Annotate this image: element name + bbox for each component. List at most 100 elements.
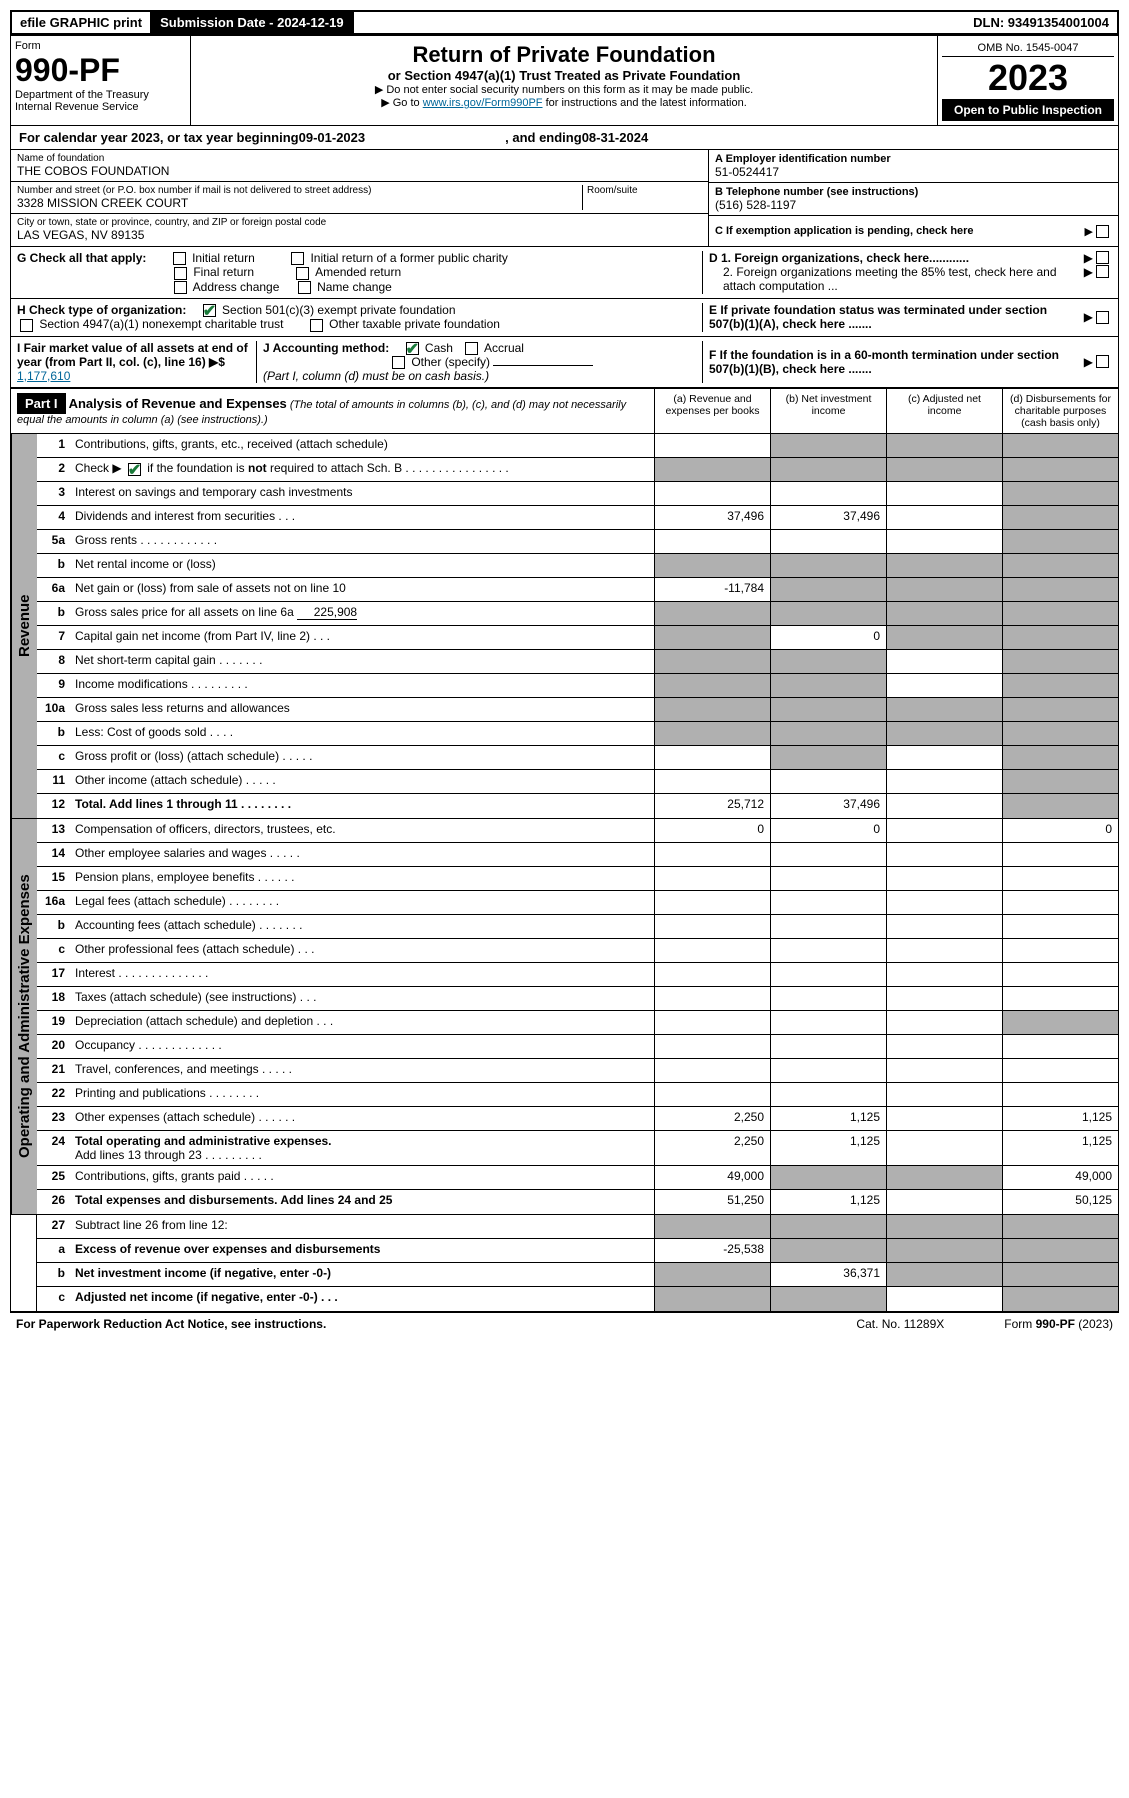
fmv-link[interactable]: 1,177,610 — [17, 369, 70, 383]
tax-year: 2023 — [942, 57, 1114, 99]
col-c-header: (c) Adjusted net income — [886, 389, 1002, 433]
line-11: Other income (attach schedule) . . . . . — [71, 770, 654, 793]
line-7: Capital gain net income (from Part IV, l… — [71, 626, 654, 649]
instr-1: ▶ Do not enter social security numbers o… — [197, 83, 931, 96]
col-d-header: (d) Disbursements for charitable purpose… — [1002, 389, 1118, 433]
g-opt-5: Name change — [317, 280, 392, 294]
form-title: Return of Private Foundation — [197, 42, 931, 68]
l24-d: 1,125 — [1002, 1131, 1118, 1165]
i-label: I Fair market value of all assets at end… — [17, 341, 248, 369]
j-other[interactable] — [392, 356, 405, 369]
revenue-section: Revenue 1Contributions, gifts, grants, e… — [10, 434, 1119, 819]
expenses-label: Operating and Administrative Expenses — [11, 819, 37, 1214]
h-opt2: Section 4947(a)(1) nonexempt charitable … — [39, 317, 283, 331]
tel-value: (516) 528-1197 — [715, 198, 1112, 212]
l23-a: 2,250 — [654, 1107, 770, 1130]
line-12: Total. Add lines 1 through 11 . . . . . … — [71, 794, 654, 818]
submission-date: Submission Date - 2024-12-19 — [152, 12, 354, 33]
ein-value: 51-0524417 — [715, 165, 1112, 179]
arrow-icon: ▶ — [1084, 355, 1093, 369]
footer-left: For Paperwork Reduction Act Notice, see … — [16, 1317, 326, 1331]
instr-2: ▶ Go to www.irs.gov/Form990PF for instru… — [197, 96, 931, 109]
line-15: Pension plans, employee benefits . . . .… — [71, 867, 654, 890]
line-6a: Net gain or (loss) from sale of assets n… — [71, 578, 654, 601]
form-footer: For Paperwork Reduction Act Notice, see … — [10, 1312, 1119, 1335]
line-8: Net short-term capital gain . . . . . . … — [71, 650, 654, 673]
arrow-icon: ▶ — [1084, 251, 1093, 265]
g-opt-2: Address change — [193, 280, 280, 294]
form990pf-link[interactable]: www.irs.gov/Form990PF — [423, 97, 543, 109]
h-501c3[interactable] — [203, 304, 216, 317]
l26-a: 51,250 — [654, 1190, 770, 1214]
g-opt-3: Initial return of a former public charit… — [310, 251, 507, 265]
calyear-pre: For calendar year 2023, or tax year begi… — [19, 130, 299, 145]
j-opt-cash: Cash — [425, 341, 453, 355]
dln: DLN: 93491354001004 — [965, 12, 1117, 33]
part1-label: Part I — [17, 393, 66, 414]
line-18: Taxes (attach schedule) (see instruction… — [71, 987, 654, 1010]
h-opt1: Section 501(c)(3) exempt private foundat… — [222, 303, 455, 317]
j-cash[interactable] — [406, 342, 419, 355]
efile-label: efile GRAPHIC print — [12, 12, 152, 33]
g-name-change[interactable] — [298, 281, 311, 294]
l6b-val: 225,908 — [297, 605, 357, 620]
f-label: F If the foundation is in a 60-month ter… — [709, 348, 1084, 376]
line-17: Interest . . . . . . . . . . . . . . — [71, 963, 654, 986]
g-opt-0: Initial return — [192, 251, 255, 265]
g-address-change[interactable] — [174, 281, 187, 294]
l27b-b: 36,371 — [770, 1263, 886, 1286]
line-5a: Gross rents . . . . . . . . . . . . — [71, 530, 654, 553]
line-9: Income modifications . . . . . . . . . — [71, 674, 654, 697]
open-to-public: Open to Public Inspection — [942, 99, 1114, 121]
l25-d: 49,000 — [1002, 1166, 1118, 1189]
l25-a: 49,000 — [654, 1166, 770, 1189]
l26-d: 50,125 — [1002, 1190, 1118, 1214]
l13-a: 0 — [654, 819, 770, 842]
line-23: Other expenses (attach schedule) . . . .… — [71, 1107, 654, 1130]
col-a-header: (a) Revenue and expenses per books — [654, 389, 770, 433]
l13-d: 0 — [1002, 819, 1118, 842]
d2-label: 2. Foreign organizations meeting the 85%… — [709, 265, 1084, 293]
g-final-return[interactable] — [174, 267, 187, 280]
line-3: Interest on savings and temporary cash i… — [71, 482, 654, 505]
h-other-taxable[interactable] — [310, 319, 323, 332]
e-checkbox[interactable] — [1096, 311, 1109, 324]
g-amended[interactable] — [296, 267, 309, 280]
form-header: Form 990-PF Department of the Treasury I… — [10, 35, 1119, 126]
foundation-address: 3328 MISSION CREEK COURT — [17, 196, 582, 210]
section-ij-f: I Fair market value of all assets at end… — [10, 337, 1119, 389]
f-checkbox[interactable] — [1096, 355, 1109, 368]
line-27a: Excess of revenue over expenses and disb… — [71, 1239, 654, 1262]
tax-year-begin: 09-01-2023 — [299, 130, 366, 145]
ein-label: A Employer identification number — [715, 153, 1112, 165]
form-label: Form — [15, 40, 186, 52]
l24-a: 2,250 — [654, 1131, 770, 1165]
d1-checkbox[interactable] — [1096, 251, 1109, 264]
city-label: City or town, state or province, country… — [17, 217, 702, 228]
line-16a: Legal fees (attach schedule) . . . . . .… — [71, 891, 654, 914]
line27-section: 27Subtract line 26 from line 12: aExcess… — [10, 1215, 1119, 1312]
revenue-label: Revenue — [11, 434, 37, 818]
col-b-header: (b) Net investment income — [770, 389, 886, 433]
l6a-a: -11,784 — [654, 578, 770, 601]
g-initial-former[interactable] — [291, 252, 304, 265]
line-16c: Other professional fees (attach schedule… — [71, 939, 654, 962]
part1-title: Analysis of Revenue and Expenses — [69, 396, 287, 411]
l12-b: 37,496 — [770, 794, 886, 818]
c-checkbox[interactable] — [1096, 225, 1109, 238]
line-10b: Less: Cost of goods sold . . . . — [71, 722, 654, 745]
schb-checkbox[interactable] — [128, 463, 141, 476]
instr2-pre: ▶ Go to — [381, 97, 422, 109]
line-27: Subtract line 26 from line 12: — [71, 1215, 654, 1238]
line-6b: Gross sales price for all assets on line… — [71, 602, 654, 625]
l4-a: 37,496 — [654, 506, 770, 529]
h-4947[interactable] — [20, 319, 33, 332]
section-g-d: G Check all that apply: Initial return I… — [10, 247, 1119, 299]
d2-checkbox[interactable] — [1096, 265, 1109, 278]
footer-cat: Cat. No. 11289X — [856, 1317, 944, 1331]
line-21: Travel, conferences, and meetings . . . … — [71, 1059, 654, 1082]
j-accrual[interactable] — [465, 342, 478, 355]
l26-b: 1,125 — [770, 1190, 886, 1214]
arrow-icon: ▶ — [1084, 265, 1093, 293]
g-initial-return[interactable] — [173, 252, 186, 265]
